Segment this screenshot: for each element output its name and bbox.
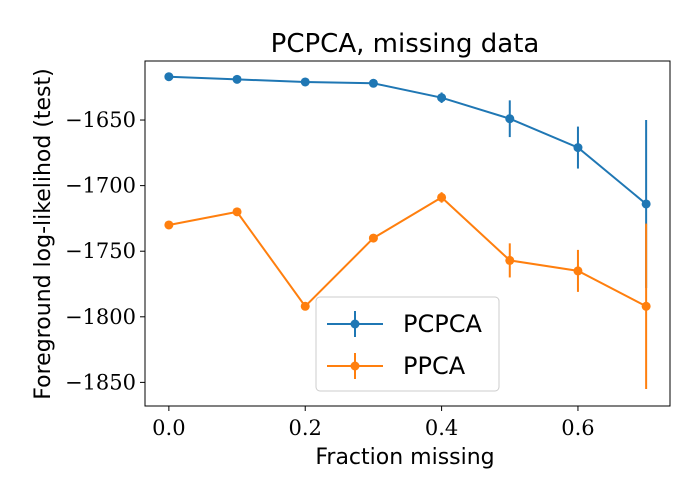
- data-point: [368, 233, 378, 243]
- legend-entry-ppca: PPCA: [327, 352, 466, 380]
- axis-ticks: 0.0 0.2 0.4 0.6 −1650 −1700 −1750 −1800 −1850: [65, 108, 595, 440]
- x-axis-label: Fraction missing: [315, 445, 494, 470]
- data-point: [437, 192, 447, 202]
- plot-area: [164, 72, 651, 389]
- data-point: [505, 255, 515, 265]
- data-point: [573, 266, 583, 276]
- y-tick-label: −1750: [65, 239, 136, 263]
- legend-label: PCPCA: [403, 310, 482, 338]
- legend: PCPCA PPCA: [315, 296, 500, 392]
- legend-swatch-marker: [350, 361, 360, 371]
- series-line-ppca: [168, 196, 647, 308]
- data-point: [232, 207, 242, 217]
- data-point: [505, 114, 515, 124]
- x-tick-label: 0.0: [152, 416, 185, 440]
- series-line-pcpca: [168, 75, 647, 205]
- data-point: [437, 93, 447, 103]
- legend-swatch-marker: [350, 319, 360, 329]
- data-point: [641, 301, 651, 311]
- y-tick-label: −1700: [65, 174, 136, 198]
- data-point: [164, 72, 174, 82]
- y-tick-label: −1850: [65, 370, 136, 394]
- y-tick-label: −1650: [65, 108, 136, 132]
- legend-entry-pcpca: PCPCA: [327, 310, 482, 338]
- data-point: [300, 301, 310, 311]
- series-pcpca: [164, 72, 651, 288]
- legend-label: PPCA: [403, 352, 466, 380]
- data-point: [232, 74, 242, 84]
- x-tick-label: 0.4: [425, 416, 458, 440]
- x-tick-label: 0.2: [289, 416, 322, 440]
- data-point: [368, 78, 378, 88]
- data-point: [164, 220, 174, 230]
- x-tick-label: 0.6: [561, 416, 594, 440]
- plot-frame: [144, 60, 671, 407]
- series-ppca: [164, 192, 651, 389]
- y-axis-label: Foreground log-likelihod (test): [31, 68, 56, 399]
- data-point: [641, 199, 651, 209]
- y-tick-label: −1800: [65, 305, 136, 329]
- data-point: [573, 143, 583, 153]
- data-point: [300, 77, 310, 87]
- chart-title: PCPCA, missing data: [271, 29, 540, 59]
- legend-frame: [315, 296, 500, 392]
